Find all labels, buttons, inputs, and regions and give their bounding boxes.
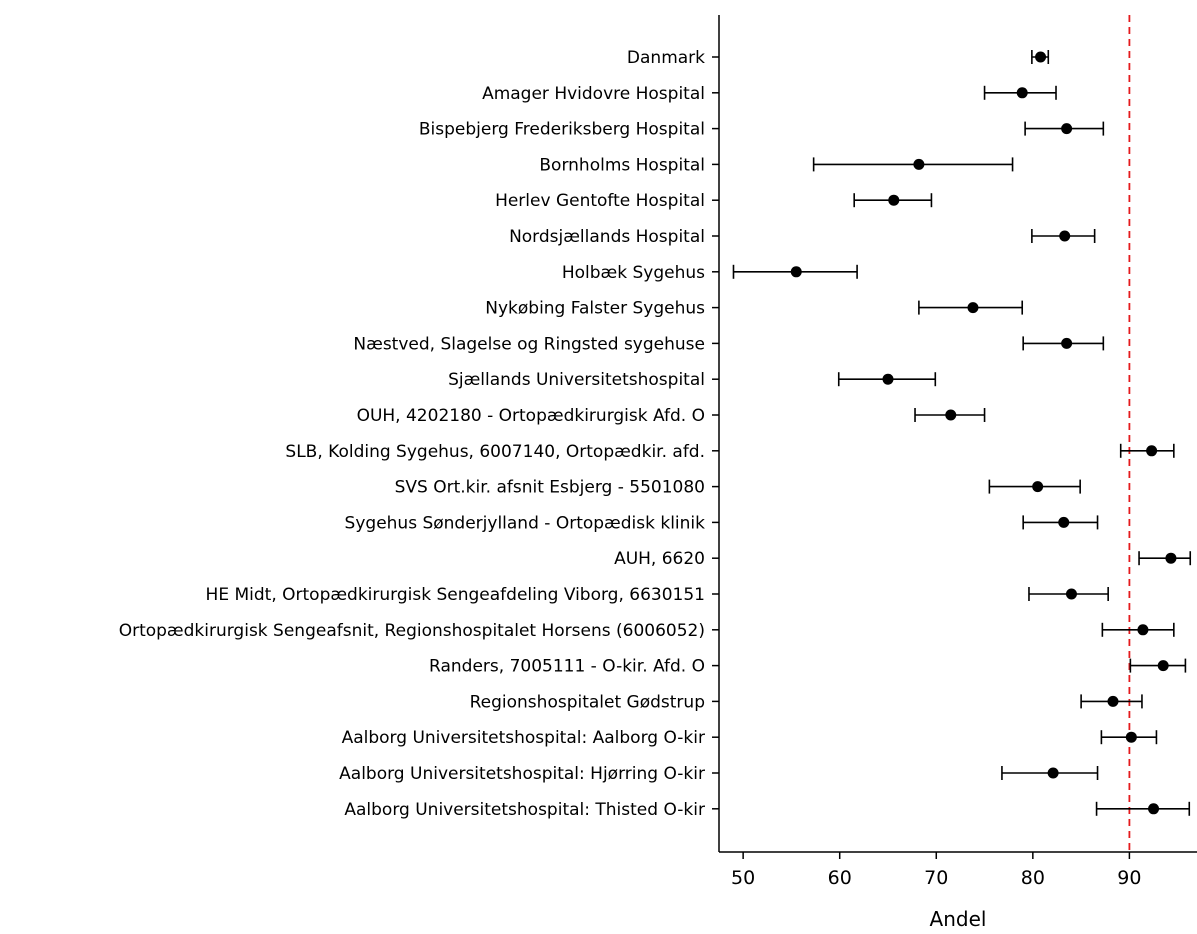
data-point bbox=[1148, 803, 1160, 815]
data-row bbox=[732, 264, 858, 279]
category-label: Nordsjællands Hospital bbox=[509, 227, 705, 247]
category-label: SLB, Kolding Sygehus, 6007140, Ortopædki… bbox=[285, 442, 705, 462]
data-row bbox=[1001, 766, 1099, 780]
category-label: Næstved, Slagelse og Ringsted sygehuse bbox=[353, 334, 705, 354]
category-label: SVS Ort.kir. afsnit Esbjerg - 5501080 bbox=[395, 478, 705, 498]
data-row bbox=[1129, 658, 1187, 673]
data-row bbox=[1031, 50, 1050, 64]
data-row bbox=[1022, 336, 1105, 351]
data-point bbox=[1032, 481, 1044, 493]
data-point bbox=[913, 158, 925, 170]
data-point bbox=[1061, 123, 1073, 135]
data-row bbox=[1028, 587, 1109, 601]
category-label: Sjællands Universitetshospital bbox=[448, 370, 705, 390]
x-tick-label: 50 bbox=[731, 867, 755, 889]
data-row bbox=[812, 157, 1014, 172]
x-axis-title: Andel bbox=[930, 907, 987, 931]
x-tick-label: 90 bbox=[1117, 867, 1141, 889]
data-row bbox=[1080, 694, 1143, 709]
plot-area bbox=[732, 15, 1192, 852]
data-row bbox=[1095, 801, 1191, 816]
data-point bbox=[790, 266, 802, 278]
data-row bbox=[1100, 730, 1158, 745]
x-tick-label: 80 bbox=[1021, 867, 1045, 889]
data-point bbox=[1165, 552, 1177, 564]
data-row bbox=[983, 85, 1057, 100]
data-point bbox=[945, 409, 957, 421]
data-point bbox=[1146, 445, 1158, 457]
category-label: Amager Hvidovre Hospital bbox=[482, 84, 705, 104]
category-label: Sygehus Sønderjylland - Ortopædisk klini… bbox=[345, 513, 706, 533]
category-label: Aalborg Universitetshospital: Aalborg O-… bbox=[342, 728, 705, 748]
category-label: Aalborg Universitetshospital: Thisted O-… bbox=[344, 800, 705, 820]
category-label: Bornholms Hospital bbox=[539, 155, 705, 175]
data-row bbox=[853, 193, 933, 208]
data-point bbox=[1047, 767, 1059, 779]
data-row bbox=[1024, 121, 1105, 136]
category-label: Randers, 7005111 - O-kir. Afd. O bbox=[429, 657, 705, 677]
data-row bbox=[1119, 443, 1175, 458]
data-point bbox=[1059, 230, 1071, 242]
data-row bbox=[837, 372, 937, 387]
data-point bbox=[1137, 624, 1149, 636]
data-point bbox=[888, 194, 900, 206]
category-label: HE Midt, Ortopædkirurgisk Sengeafdeling … bbox=[206, 585, 705, 605]
data-row bbox=[1031, 229, 1096, 243]
category-label: OUH, 4202180 - Ortopædkirurgisk Afd. O bbox=[357, 406, 705, 426]
category-label: AUH, 6620 bbox=[614, 549, 705, 569]
x-tick-label: 70 bbox=[924, 867, 948, 889]
category-label: Regionshospitalet Gødstrup bbox=[470, 692, 705, 712]
x-tick-label: 60 bbox=[828, 867, 852, 889]
data-point bbox=[882, 373, 894, 385]
data-row bbox=[1022, 515, 1099, 530]
data-point bbox=[1125, 731, 1137, 743]
data-point bbox=[967, 302, 979, 314]
category-label: Herlev Gentofte Hospital bbox=[495, 191, 705, 211]
data-point bbox=[1016, 87, 1028, 99]
category-label: Nykøbing Falster Sygehus bbox=[485, 299, 705, 319]
data-point bbox=[1107, 695, 1119, 707]
data-point bbox=[1157, 660, 1169, 672]
data-point bbox=[1058, 516, 1070, 528]
category-label: Ortopædkirurgisk Sengeafsnit, Regionshos… bbox=[119, 621, 705, 641]
data-point bbox=[1061, 337, 1073, 349]
category-label: Holbæk Sygehus bbox=[562, 263, 705, 283]
data-point bbox=[1065, 588, 1077, 600]
data-point bbox=[1035, 51, 1047, 63]
category-label: Aalborg Universitetshospital: Hjørring O… bbox=[339, 764, 705, 784]
category-label: Danmark bbox=[627, 48, 705, 68]
data-row bbox=[1138, 551, 1192, 566]
data-row bbox=[1101, 622, 1175, 637]
category-label: Bispebjerg Frederiksberg Hospital bbox=[419, 120, 705, 140]
data-row bbox=[988, 479, 1081, 494]
x-axis-ticks: 50 60 70 80 90 bbox=[731, 852, 1141, 889]
category-labels: Danmark Amager Hvidovre Hospital Bispebjer… bbox=[119, 48, 719, 820]
data-row bbox=[918, 300, 1024, 315]
data-row bbox=[914, 408, 986, 422]
